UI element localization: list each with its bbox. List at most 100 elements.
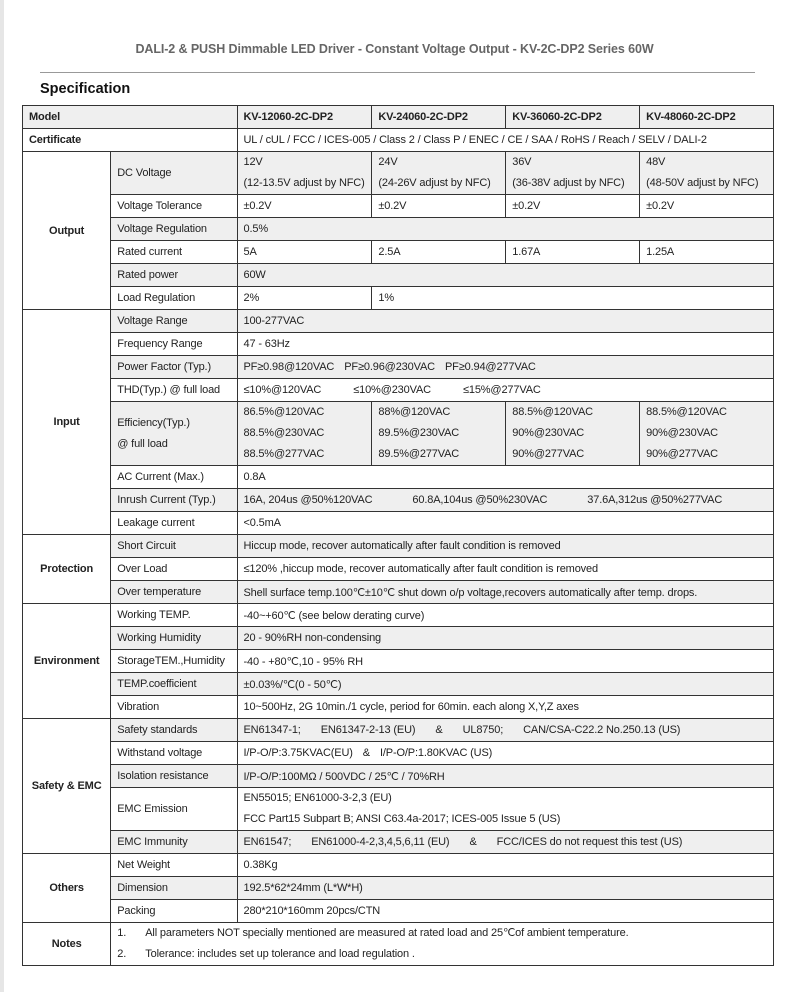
row-label: Efficiency(Typ.) @ full load <box>110 401 238 466</box>
row-label: EMC Immunity <box>110 830 238 854</box>
table-row: Certificate UL / cUL / FCC / ICES-005 / C… <box>22 128 774 152</box>
table-row: Isolation resistance I/P-O/P:100MΩ / 500V… <box>23 764 774 788</box>
value-part: ≤10%@120VAC <box>243 384 322 396</box>
row-label: StorageTEM.,Humidity <box>110 649 238 673</box>
notes-label: Notes <box>21 922 112 966</box>
group-label: Safety & EMC <box>21 718 112 854</box>
model-name: KV-12060-2C-DP2 <box>236 105 373 129</box>
cell-line: 90%@230VAC <box>512 427 585 439</box>
row-value: EN61347-1; EN61347-2-13 (EU) & UL8750; CAN/C… <box>236 718 774 742</box>
value-part: PF≥0.98@120VAC <box>243 361 335 373</box>
row-value: ≤120% ,hiccup mode, recover automaticall… <box>236 557 774 581</box>
value-part: EN61000-4-2,3,4,5,6,11 (EU) <box>311 836 450 848</box>
row-label: Power Factor (Typ.) <box>110 355 238 379</box>
row-value: I/P-O/P:3.75KVAC(EU) & I/P-O/P:1.80KVAC (U… <box>236 741 774 765</box>
cell-line: 89.5%@230VAC <box>378 427 460 439</box>
divider <box>40 72 755 73</box>
value-part: 37.6A,312us @50%277VAC <box>587 494 723 506</box>
row-label: Working TEMP. <box>110 603 238 627</box>
row-label: Safety standards <box>110 718 238 742</box>
row-label: Isolation resistance <box>110 764 238 788</box>
notes-row: Notes 1. All parameters NOT specially ment… <box>21 922 774 966</box>
cell-line: 24V <box>378 156 398 168</box>
note-text: All parameters NOT specially mentioned a… <box>145 927 629 939</box>
table-row: Voltage Tolerance ±0.2V ±0.2V ±0.2V ±0.2V <box>23 194 774 218</box>
note-text: Tolerance: includes set up tolerance and… <box>145 948 415 960</box>
table-row: Input Voltage Range 100-277VAC <box>21 309 774 535</box>
table-row: Safety & EMC Safety standards EN61347-1; EN… <box>21 718 774 854</box>
table-row: Vibration 10~500Hz, 2G 10min./1 cycle, pe… <box>23 695 774 719</box>
certificate-label: Certificate <box>22 128 238 152</box>
cell-line: (48-50V adjust by NFC) <box>646 177 759 189</box>
row-label: Voltage Regulation <box>110 217 238 241</box>
cell-line: 36V <box>512 156 532 168</box>
row-value: ±0.03%/℃(0 - 50℃) <box>236 672 774 696</box>
row-value: ±0.2V <box>639 194 774 218</box>
row-value: 88.5%@120VAC 90%@230VAC 90%@277VAC <box>639 401 774 466</box>
cell-line: Efficiency(Typ.) <box>117 416 190 429</box>
row-label: DC Voltage <box>110 151 238 195</box>
cell-line: 88%@120VAC <box>378 406 451 418</box>
model-name: KV-36060-2C-DP2 <box>505 105 641 129</box>
table-row: Over temperature Shell surface temp.100℃±… <box>23 580 774 604</box>
value-part: & <box>435 724 443 736</box>
certificate-value: UL / cUL / FCC / ICES-005 / Class 2 / Cl… <box>236 128 774 152</box>
table-row: Frequency Range 47 - 63Hz <box>23 332 774 356</box>
row-value: 0.8A <box>236 465 774 489</box>
value-part: FCC/ICES do not request this test (US) <box>496 836 683 848</box>
row-value: 16A, 204us @50%120VAC 60.8A,104us @50%230… <box>236 488 774 512</box>
row-value: I/P-O/P:100MΩ / 500VDC / 25℃ / 70%RH <box>236 764 774 788</box>
model-name: KV-48060-2C-DP2 <box>639 105 774 129</box>
row-value: ±0.2V <box>505 194 641 218</box>
cell-line: 90%@230VAC <box>646 427 718 439</box>
table-row: Inrush Current (Typ.) 16A, 204us @50%120V… <box>23 488 774 512</box>
row-value: 86.5%@120VAC 88.5%@230VAC 88.5%@277VAC <box>236 401 373 466</box>
row-label: Over temperature <box>110 580 238 604</box>
cell-line: 12V <box>243 156 263 168</box>
row-value: Hiccup mode, recover automatically after… <box>236 534 774 558</box>
row-value: <0.5mA <box>236 511 774 535</box>
value-part: I/P-O/P:1.80KVAC (US) <box>379 747 493 759</box>
left-edge <box>0 0 4 992</box>
cell-line: 88.5%@230VAC <box>243 427 325 439</box>
row-label: Inrush Current (Typ.) <box>110 488 238 512</box>
row-label: TEMP.coefficient <box>110 672 238 696</box>
table-row: EMC Immunity EN61547; EN61000-4-2,3,4,5,6,… <box>23 830 774 854</box>
table-row: Dimension 192.5*62*24mm (L*W*H) <box>23 876 774 900</box>
row-value: 60W <box>236 263 774 287</box>
row-label: Frequency Range <box>110 332 238 356</box>
cell-line: 90%@277VAC <box>512 448 585 460</box>
row-label: Working Humidity <box>110 626 238 650</box>
cell-line: @ full load <box>117 437 168 450</box>
table-row: Load Regulation 2% 1% <box>23 286 774 310</box>
row-value: ±0.2V <box>371 194 507 218</box>
row-label: Withstand voltage <box>110 741 238 765</box>
row-value: 10~500Hz, 2G 10min./1 cycle, period for … <box>236 695 774 719</box>
cell-line: EN55015; EN61000-3-2,3 (EU) <box>243 792 392 804</box>
row-value: 100-277VAC <box>236 309 774 333</box>
model-label: Model <box>22 105 238 129</box>
row-label: Voltage Tolerance <box>110 194 238 218</box>
value-part: PF≥0.94@277VAC <box>444 361 536 373</box>
cell-line: 89.5%@277VAC <box>378 448 460 460</box>
table-row: Model KV-12060-2C-DP2 KV-24060-2C-DP2 KV-36… <box>22 105 774 129</box>
value-part: UL8750; <box>462 724 504 736</box>
row-value: -40 - +80℃,10 - 95% RH <box>236 649 774 673</box>
spec-table: Model KV-12060-2C-DP2 KV-24060-2C-DP2 KV-36… <box>21 105 774 966</box>
table-row: StorageTEM.,Humidity -40 - +80℃,10 - 95% … <box>23 649 774 673</box>
row-value: ≤10%@120VAC ≤10%@230VAC ≤15%@277VAC <box>236 378 774 402</box>
row-value: Shell surface temp.100℃±10℃ shut down o/… <box>236 580 774 604</box>
table-row: Rated power 60W <box>23 263 774 287</box>
value-part: ≤10%@230VAC <box>353 384 431 396</box>
row-label: EMC Emission <box>110 787 238 831</box>
row-label: Rated current <box>110 240 238 264</box>
row-value: EN55015; EN61000-3-2,3 (EU) FCC Part15 Su… <box>236 787 774 831</box>
value-part: EN61347-2-13 (EU) <box>320 724 416 736</box>
row-label: THD(Typ.) @ full load <box>110 378 238 402</box>
cell-line: 48V <box>646 156 666 168</box>
notes-content: 1. All parameters NOT specially mentioned… <box>110 922 774 966</box>
row-label: Leakage current <box>110 511 238 535</box>
table-row: Packing 280*210*160mm 20pcs/CTN <box>23 899 774 923</box>
row-value: 192.5*62*24mm (L*W*H) <box>236 876 774 900</box>
value-part: & <box>362 747 370 759</box>
